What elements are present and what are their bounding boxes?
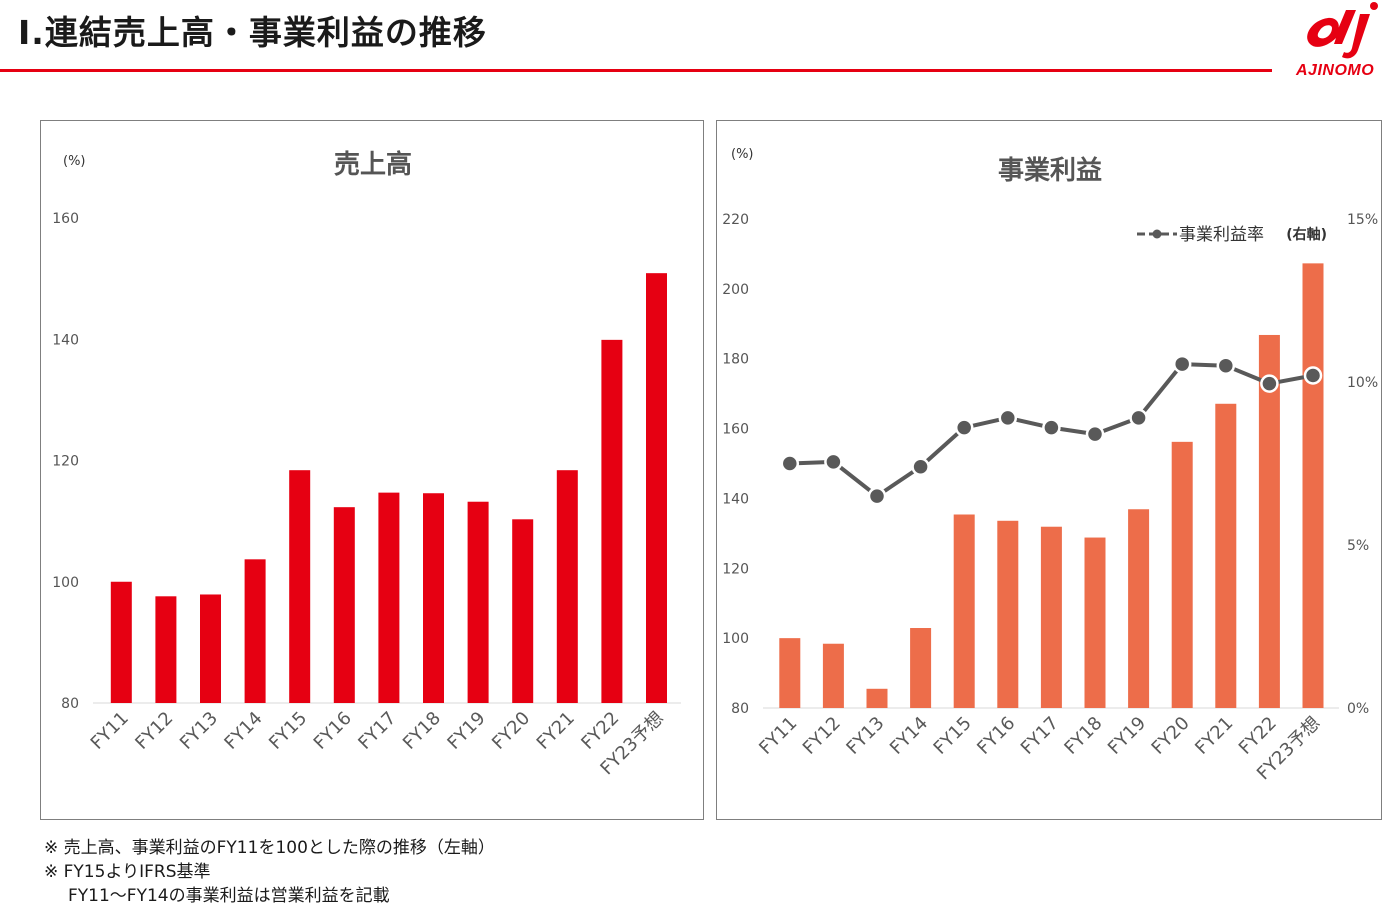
footnotes: ※ 売上高、事業利益のFY11を100とした際の推移（左軸） ※ FY15よりI… bbox=[44, 836, 495, 908]
legend-axis-note: (右軸) bbox=[1286, 226, 1327, 243]
profit-bar bbox=[779, 638, 801, 708]
x-tick-label: FY18 bbox=[1060, 713, 1106, 759]
y-tick-label: 80 bbox=[731, 701, 749, 717]
margin-rate-point bbox=[1260, 374, 1279, 393]
y-tick-label: 160 bbox=[722, 422, 749, 438]
profit-bar bbox=[866, 688, 888, 708]
profit-chart-panel: (%) 事業利益 80 100 120 140 160 180 200 220 0% 5% 10% 15%… bbox=[716, 120, 1382, 820]
x-tick-label: FY20 bbox=[1148, 713, 1194, 759]
x-tick-label: FY21 bbox=[533, 708, 579, 754]
sales-bar bbox=[646, 273, 667, 703]
y-tick-label: 180 bbox=[722, 352, 749, 368]
sales-bar bbox=[512, 519, 534, 703]
sales-bar bbox=[467, 501, 489, 703]
y-tick-label: 220 bbox=[722, 212, 749, 228]
ajinomoto-logo-mark bbox=[1307, 2, 1378, 59]
x-tick-label: FY15 bbox=[930, 713, 976, 759]
x-tick-label: FY11 bbox=[87, 708, 133, 754]
sales-bar bbox=[244, 559, 266, 703]
x-tick-label: FY19 bbox=[443, 708, 489, 754]
margin-rate-point bbox=[824, 452, 843, 472]
sales-bar bbox=[378, 492, 400, 703]
margin-rate-point bbox=[1085, 424, 1105, 444]
profit-bar bbox=[1302, 263, 1324, 708]
margin-rate-point bbox=[1172, 354, 1192, 374]
profit-bar bbox=[1215, 403, 1237, 708]
profit-bar bbox=[1040, 526, 1062, 708]
margin-rate-point bbox=[1042, 418, 1061, 437]
x-tick-label: FY17 bbox=[354, 708, 400, 754]
margin-rate-point bbox=[1129, 408, 1148, 428]
footnote-1: ※ 売上高、事業利益のFY11を100とした際の推移（左軸） bbox=[44, 838, 495, 858]
margin-rate-point bbox=[1303, 366, 1323, 385]
profit-bar bbox=[953, 514, 975, 708]
profit-chart: (%) 事業利益 80 100 120 140 160 180 200 220 0% 5% 10% 15%… bbox=[722, 147, 1378, 784]
x-tick-label: FY13 bbox=[842, 713, 888, 759]
y-tick-label: 100 bbox=[52, 575, 79, 591]
sales-bar bbox=[155, 596, 177, 703]
y-tick-label: 160 bbox=[52, 211, 79, 227]
margin-rate-point bbox=[911, 457, 930, 477]
x-tick-label: FY11 bbox=[755, 713, 801, 759]
x-tick-label: FY20 bbox=[488, 708, 534, 754]
sales-bar bbox=[423, 493, 444, 703]
x-tick-label: FY12 bbox=[799, 713, 845, 759]
profit-bar bbox=[910, 628, 932, 708]
y-tick-label: 80 bbox=[61, 696, 79, 712]
page-title: Ⅰ.連結売上高・事業利益の推移 bbox=[18, 13, 487, 52]
legend-point-swatch bbox=[1152, 229, 1162, 239]
chart-title: 売上高 bbox=[334, 149, 412, 180]
chart-title: 事業利益 bbox=[998, 156, 1102, 186]
legend-label: 事業利益率 bbox=[1179, 225, 1264, 245]
ajinomoto-logo-text: AJINOMO bbox=[1296, 62, 1375, 79]
y-unit-label: (%) bbox=[731, 147, 754, 162]
sales-bar bbox=[200, 594, 221, 703]
profit-bar bbox=[1084, 537, 1106, 708]
x-tick-label: FY15 bbox=[265, 708, 311, 754]
footnote-3: FY11～FY14の事業利益は営業利益を記載 bbox=[68, 886, 390, 906]
y2-tick-label: 10% bbox=[1347, 375, 1378, 391]
x-tick-label: FY17 bbox=[1017, 713, 1063, 759]
profit-bar bbox=[822, 643, 844, 708]
sales-chart: (%) 売上高 80 100 120 140 160 FY11FY12FY13FY14FY15… bbox=[52, 149, 681, 779]
sales-bar bbox=[333, 507, 355, 703]
profit-bar bbox=[1128, 509, 1150, 708]
profit-bar bbox=[1258, 334, 1280, 708]
y2-tick-label: 5% bbox=[1347, 538, 1369, 554]
margin-rate-point bbox=[954, 418, 974, 437]
y-tick-label: 200 bbox=[722, 282, 749, 298]
y-tick-label: 140 bbox=[722, 491, 749, 507]
y-tick-label: 120 bbox=[52, 454, 79, 470]
margin-rate-point bbox=[780, 454, 800, 473]
x-tick-label: FY19 bbox=[1104, 713, 1150, 759]
profit-bar bbox=[997, 520, 1019, 708]
y-tick-label: 140 bbox=[52, 332, 79, 348]
sales-bar bbox=[556, 470, 578, 703]
margin-rate-point bbox=[1216, 356, 1236, 375]
margin-rate-point bbox=[867, 486, 887, 506]
sales-bar bbox=[110, 581, 132, 703]
x-tick-label: FY21 bbox=[1191, 713, 1237, 759]
x-tick-label: FY16 bbox=[310, 708, 356, 754]
x-tick-label: FY14 bbox=[220, 708, 266, 754]
profit-bar bbox=[1171, 441, 1193, 708]
y-tick-label: 100 bbox=[722, 631, 749, 647]
margin-rate-point bbox=[998, 408, 1018, 428]
y-tick-label: 120 bbox=[722, 561, 749, 577]
y-unit-label: (%) bbox=[63, 154, 86, 169]
y2-tick-label: 15% bbox=[1347, 212, 1378, 228]
x-tick-label: FY13 bbox=[176, 708, 222, 754]
footnote-2: ※ FY15よりIFRS基準 bbox=[44, 862, 211, 882]
sales-bar bbox=[601, 339, 623, 703]
title-rule bbox=[0, 69, 1272, 72]
x-tick-label: FY16 bbox=[973, 713, 1019, 759]
sales-chart-panel: (%) 売上高 80 100 120 140 160 FY11 FY12 FY13 FY14 FY15… bbox=[40, 120, 704, 820]
x-tick-label: FY18 bbox=[399, 708, 445, 754]
sales-bar bbox=[289, 470, 311, 703]
y2-tick-label: 0% bbox=[1347, 701, 1369, 717]
x-tick-label: FY14 bbox=[886, 713, 932, 759]
x-tick-label: FY12 bbox=[131, 708, 177, 754]
